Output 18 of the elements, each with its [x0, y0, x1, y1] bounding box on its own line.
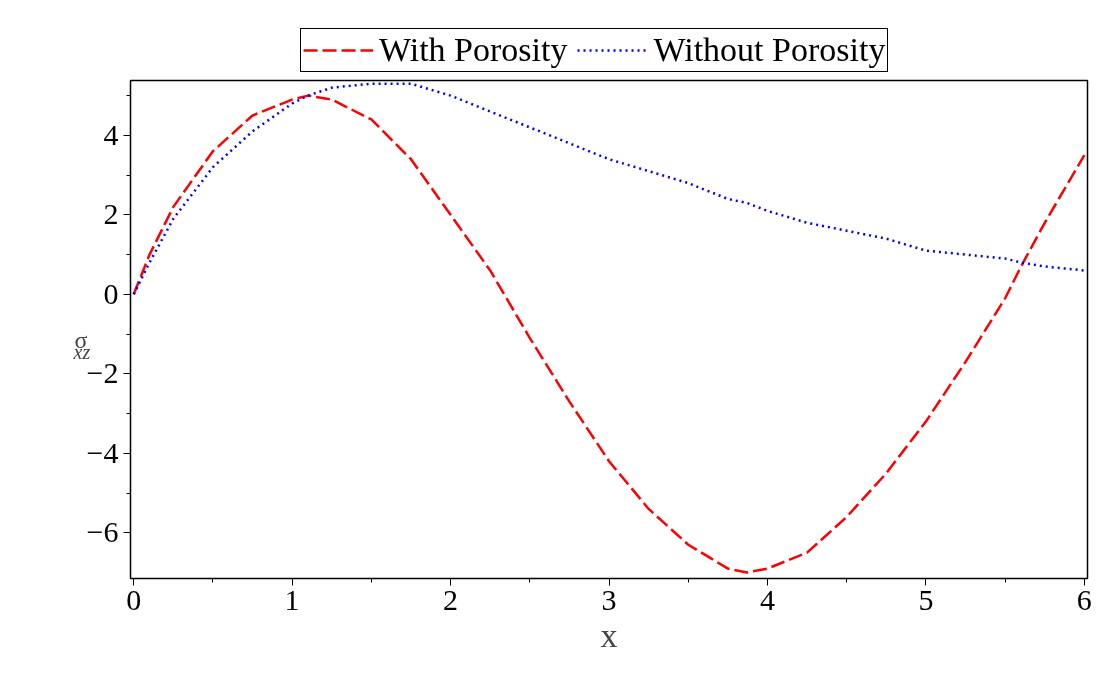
y-tick-label: −6 [86, 515, 119, 549]
y-axis-title: σxz [72, 326, 91, 363]
line-series [132, 82, 1086, 296]
x-tick-label: 5 [918, 582, 934, 616]
y-tick-label: 0 [103, 276, 119, 310]
y-tick-label: 4 [103, 117, 119, 151]
x-tick-label: 2 [443, 582, 459, 616]
x-tick-label: 4 [759, 582, 775, 616]
y-tick-label: −4 [86, 435, 119, 469]
x-axis-title: x [600, 616, 618, 654]
line-series [132, 94, 1086, 574]
x-tick-label: 3 [601, 582, 617, 616]
legend-label: With Porosity [379, 31, 568, 69]
x-tick-label: 6 [1076, 582, 1092, 616]
x-tick-label: 0 [126, 582, 142, 616]
legend-label: Without Porosity [653, 31, 886, 69]
x-tick-label: 1 [284, 582, 300, 616]
y-tick-label: 2 [103, 197, 119, 231]
